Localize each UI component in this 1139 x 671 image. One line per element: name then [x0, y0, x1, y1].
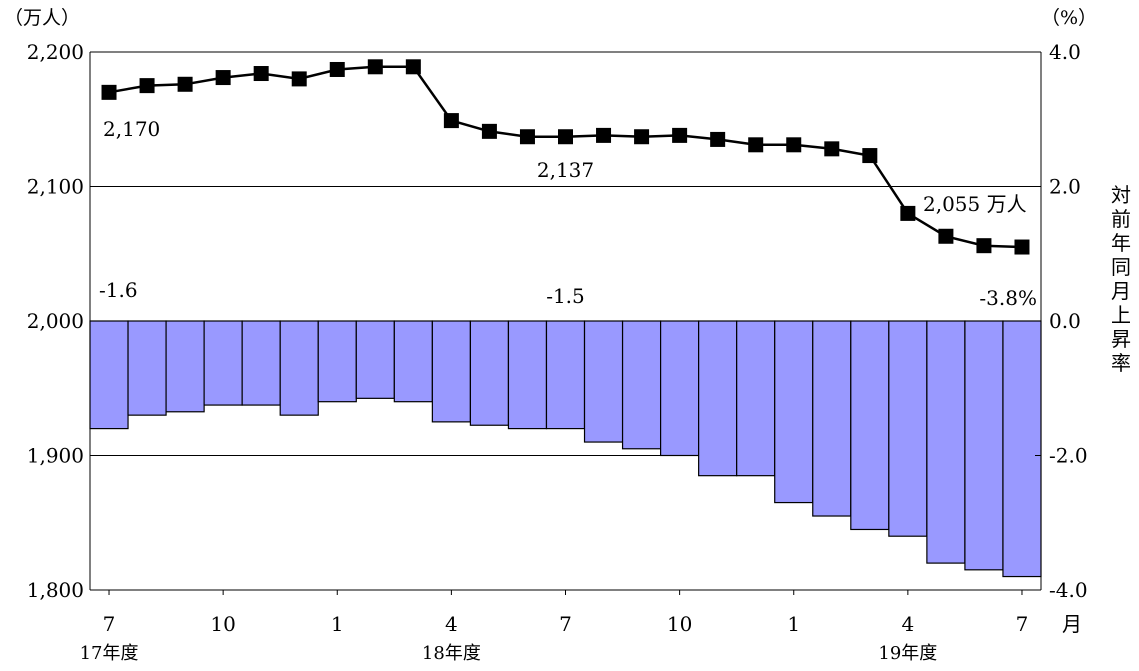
bar-label-start: -1.6 [99, 278, 138, 302]
line-marker-22 [938, 228, 954, 244]
right-axis-title-char-7: 率 [1111, 351, 1131, 375]
bar-2 [165, 320, 205, 413]
line-marker-15 [672, 127, 688, 143]
bar-18 [774, 320, 814, 504]
x-tick-label-4: 7 [559, 612, 572, 636]
bar-12 [545, 320, 586, 430]
bar-14 [621, 320, 662, 450]
line-marker-9 [443, 113, 459, 129]
bar-23 [964, 320, 1004, 571]
bar-19 [812, 320, 852, 517]
bar-17 [736, 320, 776, 477]
bar-6 [317, 320, 357, 403]
line-series [108, 65, 1023, 249]
bar-3 [203, 320, 243, 406]
line-marker-13 [596, 127, 612, 143]
bar-22 [926, 320, 966, 564]
x-tick-label-6: 1 [787, 612, 800, 636]
bar-15 [659, 320, 700, 457]
left-tick-label-2: 2,000 [27, 309, 84, 333]
bar-16 [698, 320, 738, 477]
line-marker-19 [824, 141, 840, 157]
bar-9 [431, 320, 471, 423]
line-marker-16 [710, 131, 726, 147]
right-tick-label-1: -2.0 [1049, 444, 1088, 468]
line-label-end: 2,055 万人 [923, 192, 1027, 216]
x-tick-label-3: 4 [445, 612, 458, 636]
line-marker-17 [748, 137, 764, 153]
bar-13 [583, 320, 624, 443]
bar-7 [355, 320, 395, 399]
x-tick-label-8: 7 [1016, 612, 1029, 636]
left-tick-label-0: 1,800 [27, 578, 84, 602]
right-axis-title-char-1: 前 [1111, 207, 1131, 231]
bar-24 [1002, 320, 1042, 578]
line-marker-21 [900, 205, 916, 221]
right-tick-label-4: 4.0 [1049, 40, 1081, 64]
right-axis-title-char-5: 上 [1111, 303, 1131, 327]
bar-20 [850, 320, 890, 531]
line-marker-10 [481, 123, 497, 139]
bar-5 [279, 320, 319, 416]
line-marker-5 [291, 71, 307, 87]
line-label-start: 2,170 [103, 117, 160, 141]
bar-0 [89, 320, 129, 430]
line-marker-7 [367, 59, 383, 75]
line-marker-8 [405, 59, 421, 75]
right-axis-title-char-4: 月 [1111, 279, 1131, 303]
bar-21 [888, 320, 928, 537]
right-axis-title-char-2: 年 [1111, 231, 1131, 255]
bar-label-end: -3.8% [979, 286, 1037, 310]
x-axis-unit-label: 月 [1062, 612, 1082, 636]
right-tick-label-0: -4.0 [1049, 578, 1088, 602]
line-marker-24 [1014, 239, 1030, 255]
left-tick-label-1: 1,900 [27, 444, 84, 468]
right-tick-label-3: 2.0 [1049, 175, 1081, 199]
line-marker-0 [101, 84, 117, 100]
line-label-mid: 2,137 [537, 158, 594, 182]
x-tick-label-0: 7 [103, 612, 116, 636]
x-tick-label-7: 4 [901, 612, 914, 636]
bar-4 [241, 320, 281, 406]
x-tick-label-1: 10 [210, 612, 235, 636]
line-marker-6 [329, 61, 345, 77]
fiscal-year-label-0: 17年度 [80, 643, 139, 664]
left-tick-label-4: 2,200 [27, 40, 84, 64]
x-tick-label-2: 1 [331, 612, 344, 636]
line-marker-2 [177, 76, 193, 92]
line-marker-11 [519, 129, 535, 145]
fiscal-year-label-3: 18年度 [422, 643, 481, 664]
bar-10 [469, 320, 510, 426]
line-marker-23 [976, 238, 992, 254]
left-tick-label-3: 2,100 [27, 175, 84, 199]
right-axis-title-char-0: 対 [1111, 183, 1131, 207]
right-tick-label-2: 0.0 [1049, 309, 1081, 333]
line-marker-12 [558, 129, 573, 145]
x-tick-label-5: 10 [667, 612, 692, 636]
right-axis-title-char-3: 同 [1111, 255, 1131, 279]
left-unit-label: （万人） [4, 7, 80, 29]
right-unit-label: （%） [1041, 7, 1097, 29]
bar-8 [393, 320, 433, 403]
bar-1 [127, 320, 167, 416]
bar-11 [507, 320, 548, 430]
right-axis-title-char-6: 昇 [1111, 327, 1131, 351]
line-marker-14 [634, 129, 650, 145]
line-marker-1 [139, 78, 155, 94]
bar-label-mid: -1.5 [546, 284, 585, 308]
line-marker-20 [862, 148, 878, 164]
line-marker-18 [786, 137, 802, 153]
line-marker-4 [253, 66, 269, 82]
fiscal-year-label-7: 19年度 [878, 643, 937, 664]
line-marker-3 [215, 70, 231, 86]
